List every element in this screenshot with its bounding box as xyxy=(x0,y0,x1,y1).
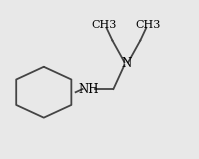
Text: NH: NH xyxy=(78,83,99,96)
Text: CH3: CH3 xyxy=(136,20,161,30)
Text: N: N xyxy=(121,57,132,70)
Text: CH3: CH3 xyxy=(92,20,117,30)
